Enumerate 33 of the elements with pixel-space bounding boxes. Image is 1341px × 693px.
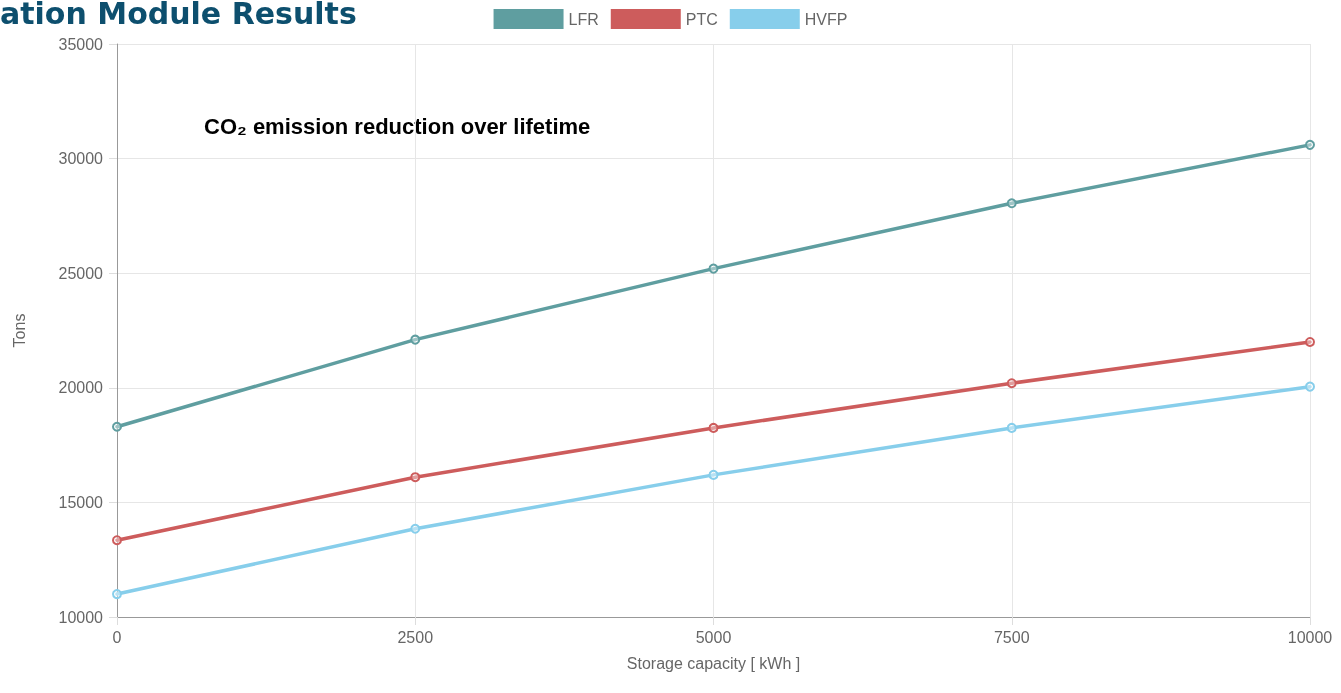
point [1305,336,1315,347]
y-tick-label: 15000 [58,493,104,511]
point [410,472,421,483]
x-tick-label: 0 [112,628,122,646]
point [708,263,719,274]
point [112,421,122,432]
legend-label: HVFP [804,10,848,28]
point [1305,381,1315,392]
point [1305,139,1315,150]
x-tick-label: 10000 [1287,628,1333,646]
point [708,469,719,480]
y-tick-label: 25000 [58,264,104,282]
x-axis-title: Storage capacity [ kWh ] [626,654,801,672]
x-tick-label: 7500 [993,628,1030,646]
chart-title: ation Module Results [0,0,357,31]
x-tick-label: 5000 [695,628,732,646]
point [1006,422,1017,433]
y-tick-label: 30000 [58,150,104,168]
point [708,422,719,433]
y-tick-label: 10000 [58,608,104,626]
legend-label: LFR [568,10,599,28]
point [112,535,122,546]
legend-label: PTC [685,10,718,28]
point [1006,198,1017,209]
point [1006,378,1017,389]
y-axis-title: Tons [10,313,28,348]
annotation: CO₂ emission reduction over lifetime [204,113,591,139]
x-tick-label: 2500 [397,628,434,646]
y-tick-label: 20000 [58,379,104,397]
point [410,334,421,345]
y-tick-label: 35000 [58,35,104,53]
point [410,523,421,534]
point [112,589,122,600]
